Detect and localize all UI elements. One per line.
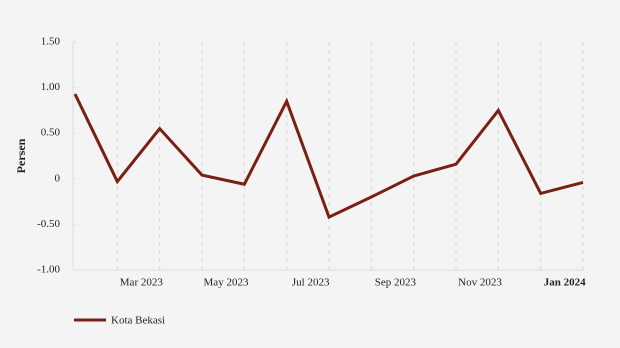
y-axis-label: Persen bbox=[14, 138, 28, 173]
x-tick-label: Nov 2023 bbox=[458, 277, 502, 289]
y-tick-label: 0 bbox=[55, 172, 61, 184]
y-tick-label: -0.50 bbox=[37, 218, 60, 230]
y-tick-label: 1.50 bbox=[41, 36, 61, 48]
x-tick-label: Jan 2024 bbox=[544, 277, 586, 289]
line-series bbox=[73, 93, 584, 220]
legend-label: Kota Bekasi bbox=[111, 315, 165, 327]
x-tick-label: Mar 2023 bbox=[120, 277, 164, 289]
y-tick-label: -1.00 bbox=[37, 264, 60, 276]
x-tick-label: Sep 2023 bbox=[375, 277, 417, 289]
x-tick-label: May 2023 bbox=[204, 277, 249, 289]
y-tick-label: 0.50 bbox=[41, 127, 61, 139]
x-tick-label: Jul 2023 bbox=[292, 277, 330, 289]
y-tick-label: 1.00 bbox=[41, 81, 61, 93]
